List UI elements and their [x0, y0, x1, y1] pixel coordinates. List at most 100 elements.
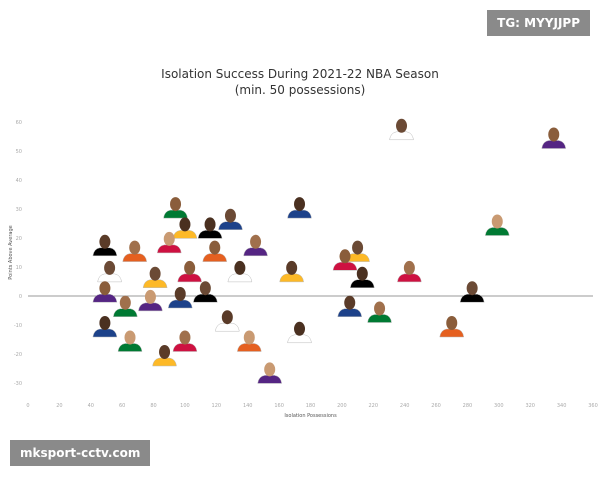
jersey [163, 209, 188, 219]
x-tick-label: 340 [557, 403, 567, 409]
player-headshot-point [113, 295, 138, 317]
player-headshot-point [227, 260, 253, 283]
player-headshot-point [541, 127, 567, 149]
player-head [352, 240, 364, 255]
player-head [491, 214, 503, 229]
player-head [104, 260, 116, 275]
player-headshot-point [367, 301, 392, 323]
jersey [337, 308, 363, 317]
player-headshot-point [92, 234, 118, 257]
player-headshot-point [138, 289, 163, 312]
x-tick-label: 20 [56, 403, 62, 409]
player-head [224, 208, 236, 223]
jersey [389, 131, 414, 141]
x-tick-label: 260 [431, 403, 441, 409]
player-headshot-point [97, 260, 122, 283]
chart-title: Isolation Success During 2021-22 NBA Sea… [161, 67, 439, 81]
x-tick-label: 180 [306, 403, 316, 409]
watermark-bottom-left: mksport-cctv.com [10, 440, 151, 466]
jersey [177, 273, 202, 283]
player-head [124, 330, 136, 345]
player-head [99, 234, 111, 249]
x-tick-label: 320 [525, 403, 535, 409]
x-tick-label: 140 [243, 403, 253, 409]
player-head [234, 260, 246, 275]
jersey [92, 328, 118, 338]
jersey [113, 308, 138, 317]
jersey [484, 227, 510, 236]
x-tick-label: 120 [212, 403, 222, 409]
player-headshot-point [350, 266, 375, 288]
player-head [129, 240, 141, 255]
watermark-top-right: TG: MYYJJPP [487, 10, 590, 36]
jersey [541, 140, 567, 149]
player-headshot-point [215, 310, 240, 332]
jersey [350, 279, 375, 288]
jersey [257, 375, 282, 384]
player-head [119, 295, 131, 310]
x-tick-label: 240 [400, 403, 410, 409]
x-tick-label: 280 [463, 403, 473, 409]
jersey [332, 262, 358, 271]
player-headshot-point [279, 260, 304, 283]
player-headshot-point [142, 266, 168, 288]
player-headshot-point [337, 295, 363, 317]
x-axis-label: Isolation Possessions [284, 413, 337, 419]
jersey [287, 209, 312, 219]
y-tick-label: 0 [19, 294, 22, 300]
player-headshot-point [243, 234, 268, 257]
jersey [142, 279, 168, 288]
jersey [117, 343, 143, 352]
x-tick-label: 160 [274, 403, 284, 409]
player-head [99, 281, 111, 296]
player-head [159, 345, 171, 359]
player-headshot-point [92, 316, 118, 338]
player-headshot-point [397, 260, 422, 283]
player-head [209, 240, 221, 255]
player-head [179, 330, 191, 345]
jersey [172, 343, 198, 352]
player-headshot-point [237, 330, 262, 352]
jersey [202, 253, 228, 262]
player-head [204, 217, 216, 232]
player-head [374, 301, 386, 316]
jersey [367, 314, 392, 323]
jersey [97, 273, 122, 283]
jersey [138, 302, 163, 312]
y-tick-label: 60 [16, 120, 22, 126]
player-headshot-point [287, 197, 312, 219]
jersey [215, 322, 240, 332]
player-headshot-point [152, 345, 177, 367]
x-tick-label: 60 [119, 403, 125, 409]
player-head [294, 197, 306, 212]
player-headshot-point [439, 316, 465, 338]
jersey [237, 343, 262, 352]
player-head [344, 295, 356, 310]
player-head [396, 118, 408, 133]
x-tick-label: 0 [26, 403, 29, 409]
jersey [279, 273, 304, 283]
player-head [199, 281, 211, 296]
player-headshot-point [484, 214, 510, 236]
jersey [227, 273, 253, 283]
player-headshot-point [389, 118, 414, 141]
y-tick-label: 30 [16, 207, 22, 213]
jersey [167, 299, 193, 309]
player-head [339, 249, 351, 264]
jersey [193, 293, 218, 303]
player-headshot-point [257, 362, 282, 384]
player-head [466, 281, 478, 296]
player-headshot-point [218, 208, 243, 230]
player-head [144, 289, 156, 304]
y-tick-label: -10 [14, 323, 22, 329]
jersey [172, 230, 198, 239]
player-head [548, 127, 560, 142]
jersey [122, 253, 148, 262]
player-head [170, 197, 182, 212]
jersey [243, 247, 268, 257]
x-tick-label: 220 [369, 403, 379, 409]
jersey [156, 244, 182, 254]
player-head [403, 260, 415, 275]
x-tick-label: 100 [180, 403, 190, 409]
